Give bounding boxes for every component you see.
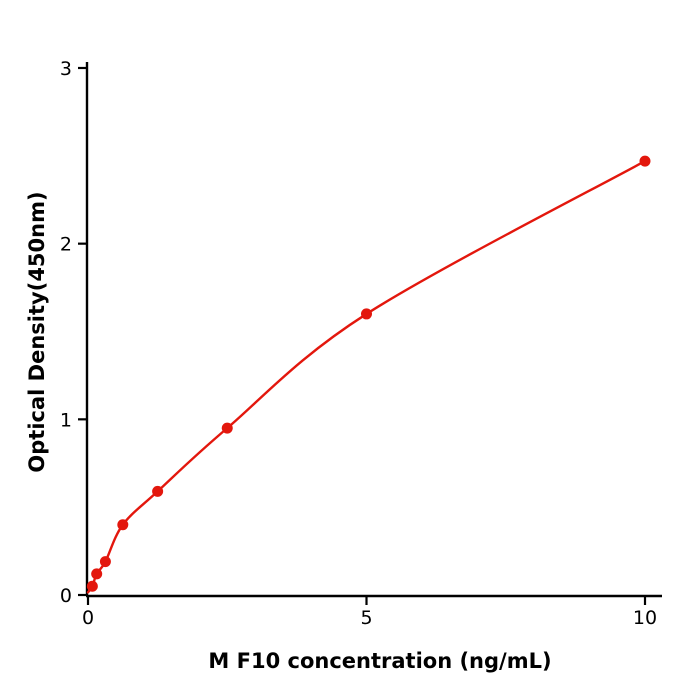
fit-curve	[86, 159, 647, 594]
data-point	[152, 485, 164, 497]
x-axis-label: M F10 concentration (ng/mL)	[208, 649, 551, 673]
data-point	[221, 422, 233, 434]
y-tick-label: 1	[60, 409, 72, 431]
x-tick-label: 5	[360, 607, 372, 629]
plot-area: 0 5 10 0 1 2 3	[60, 58, 662, 629]
data-point	[639, 155, 651, 167]
data-point	[91, 568, 103, 580]
x-tick-label: 0	[82, 607, 94, 629]
data-point	[117, 519, 129, 531]
data-point	[86, 580, 98, 592]
y-tick-label: 3	[60, 58, 72, 80]
y-axis-label: Optical Density(450nm)	[25, 191, 49, 472]
y-tick-label: 0	[60, 585, 72, 607]
data-point	[361, 308, 372, 320]
data-point	[99, 556, 111, 568]
x-tick-label: 10	[633, 607, 657, 629]
y-tick-label: 2	[60, 234, 72, 256]
